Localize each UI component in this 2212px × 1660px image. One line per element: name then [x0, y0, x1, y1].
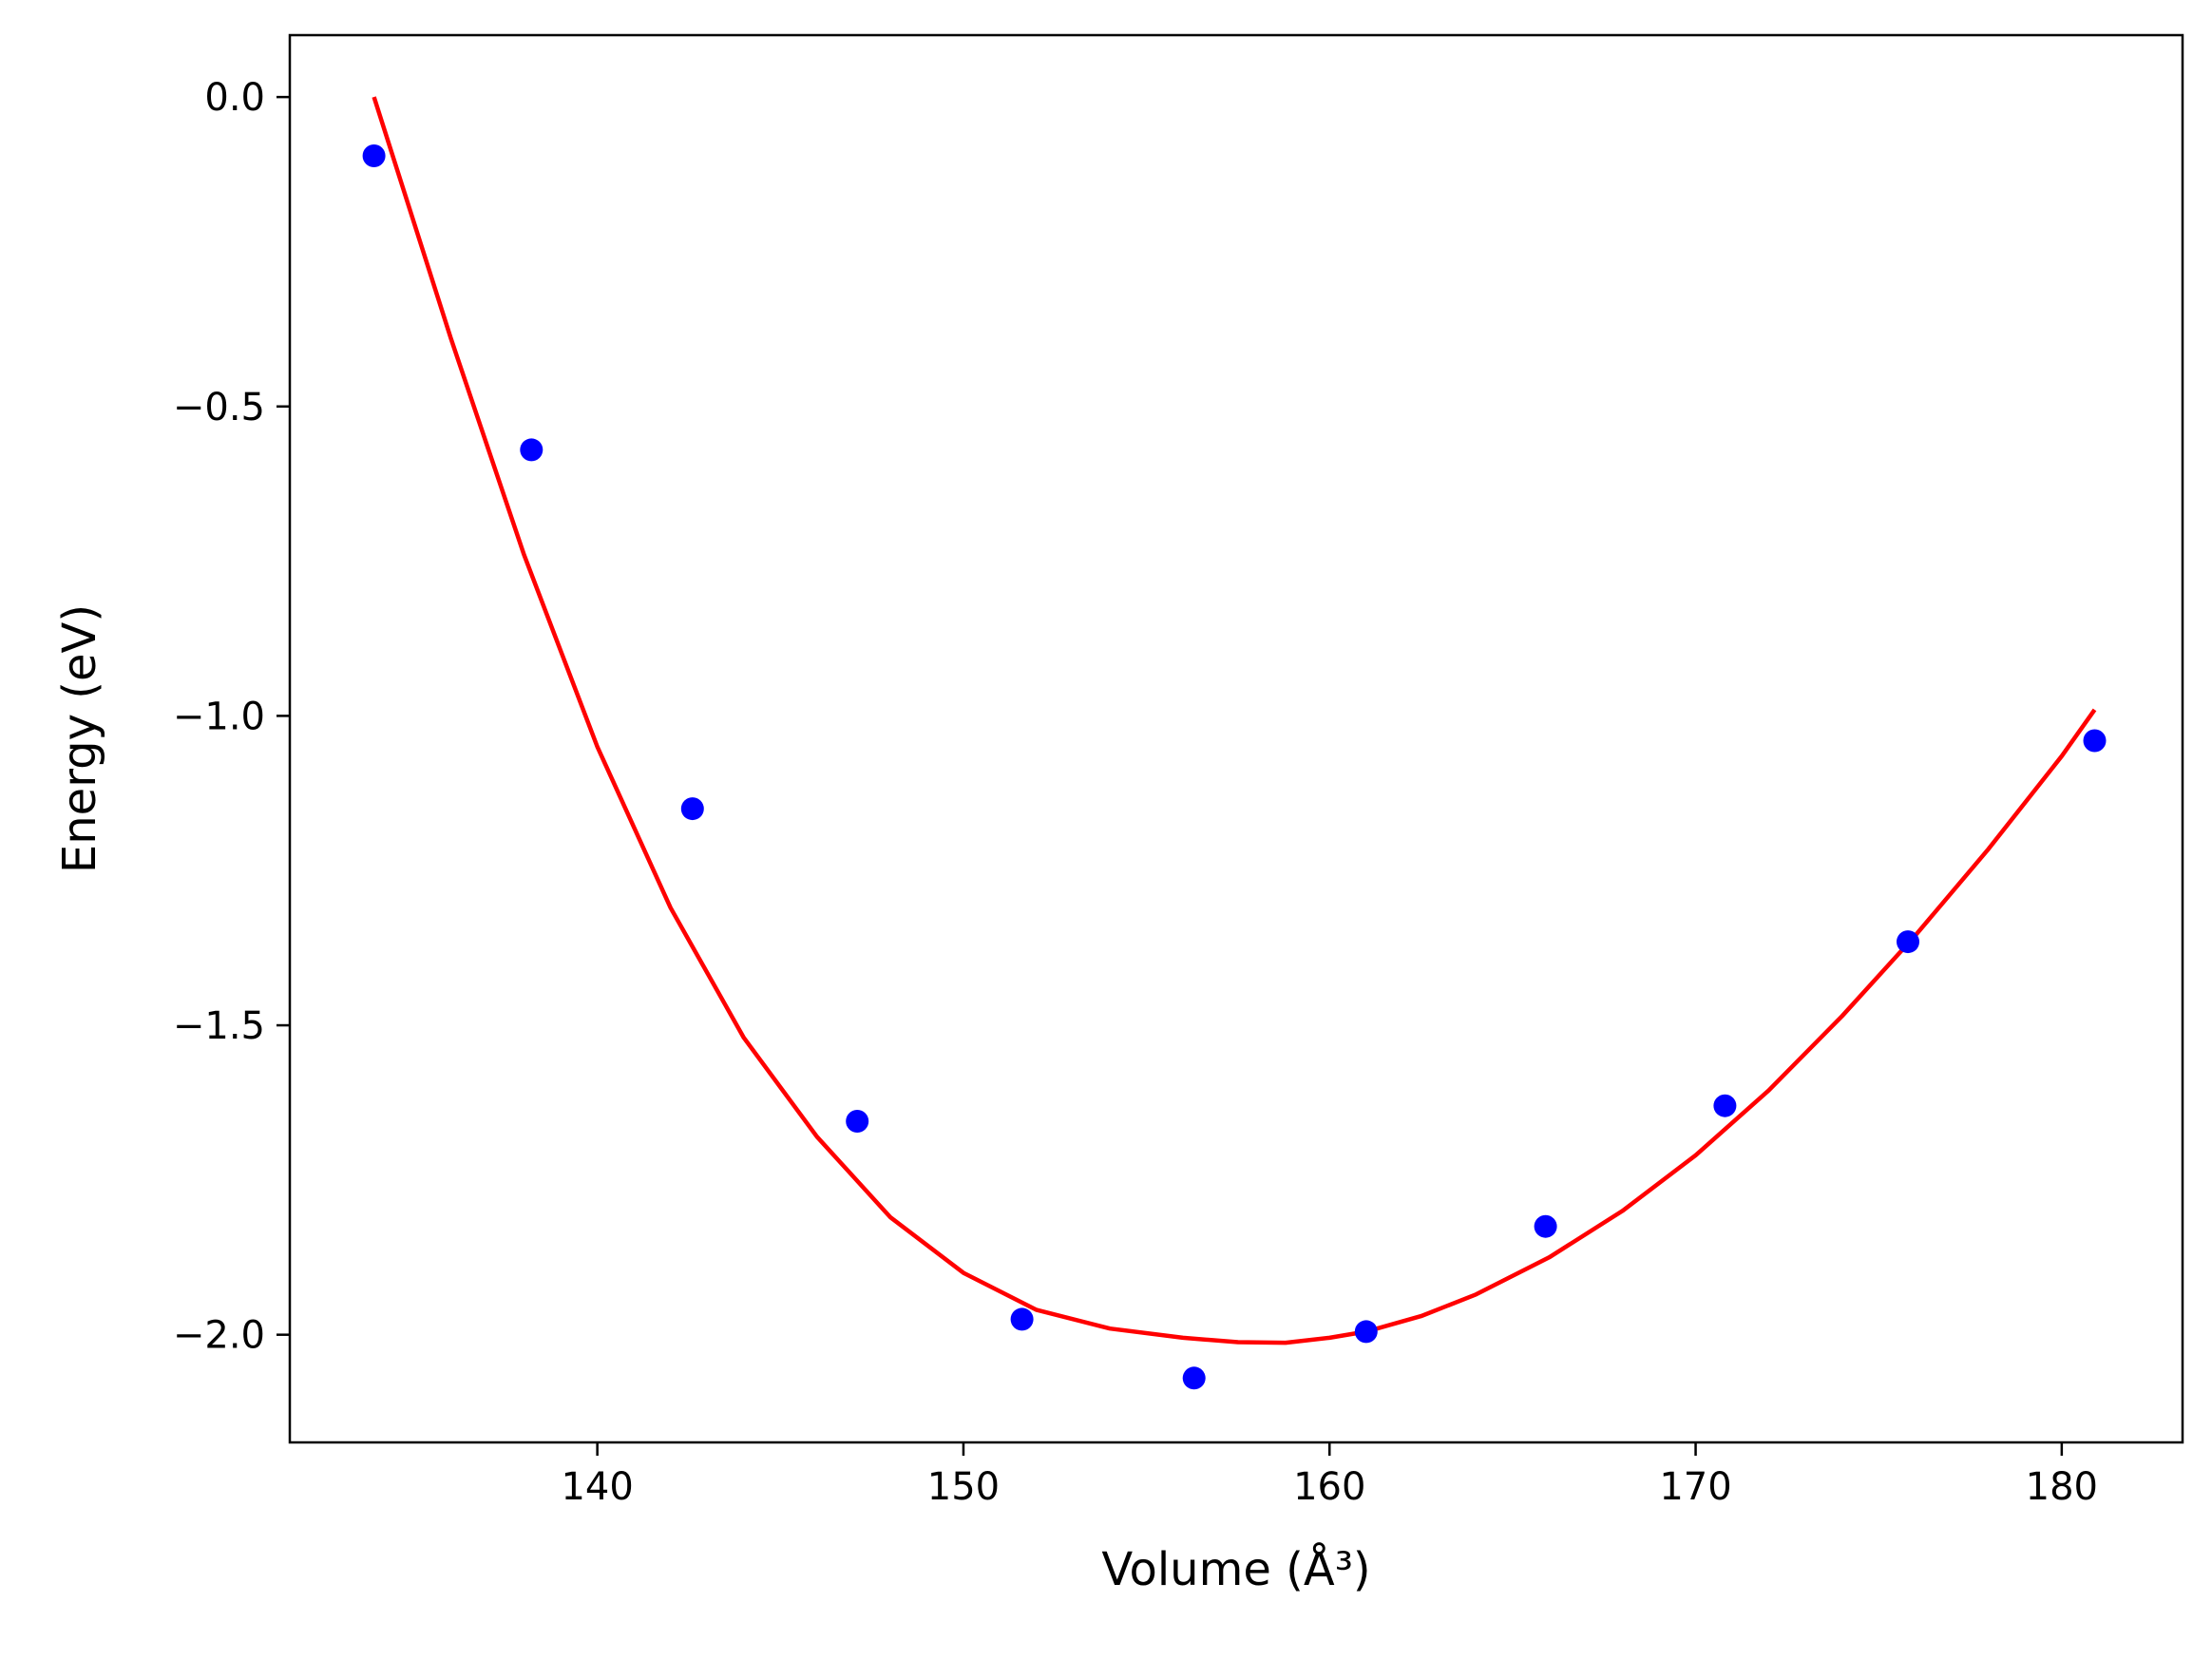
- plot-frame: [288, 33, 2184, 1444]
- y-tick-label: −0.5: [173, 386, 265, 429]
- data-point: [1534, 1214, 1557, 1238]
- plot-layer: [362, 96, 2107, 1390]
- x-axis-title: Volume (Å³): [1101, 1542, 1370, 1596]
- y-tick-label: −2.0: [173, 1314, 265, 1358]
- data-point: [520, 438, 543, 462]
- y-tick-label: −1.0: [173, 695, 265, 738]
- x-tick-label: 150: [927, 1465, 1000, 1509]
- data-point: [2083, 729, 2107, 753]
- x-tick-label: 160: [1293, 1465, 1365, 1509]
- data-point: [362, 144, 386, 167]
- x-tick-label: 170: [1659, 1465, 1731, 1509]
- x-tick-label: 140: [561, 1465, 633, 1509]
- y-axis-title: Energy (eV): [53, 604, 106, 873]
- y-tick-label: 0.0: [204, 76, 265, 120]
- y-tick-label: −1.5: [173, 1004, 265, 1048]
- data-point: [1010, 1307, 1034, 1331]
- ticks-layer: 140 150 160 170 180 0.0 −0.5 −1.0 −1.5 −2.0: [173, 76, 2098, 1509]
- data-point: [1182, 1366, 1206, 1390]
- fit-curve: [372, 96, 2097, 1345]
- data-point: [1354, 1320, 1378, 1344]
- x-tick-label: 180: [2026, 1465, 2098, 1509]
- data-point: [680, 797, 704, 821]
- data-point: [1897, 930, 1919, 954]
- data-point: [846, 1110, 869, 1133]
- data-point: [1713, 1094, 1737, 1117]
